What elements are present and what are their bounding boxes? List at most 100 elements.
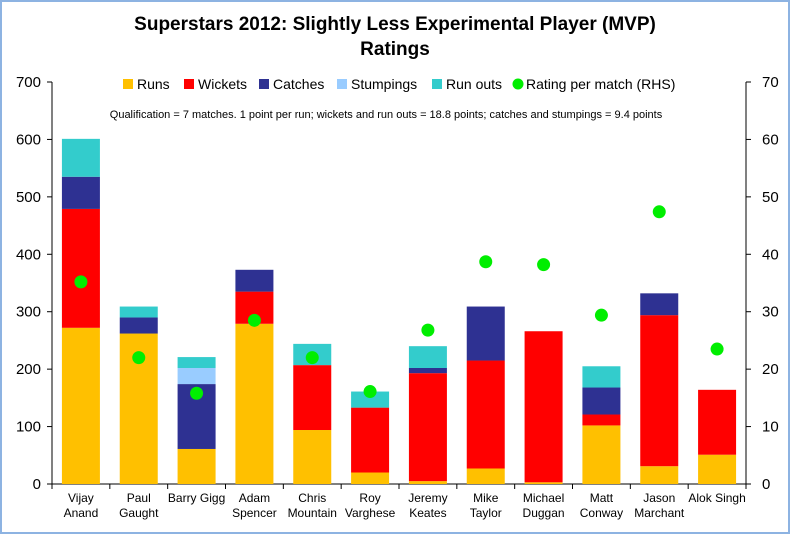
category-label: Michael — [523, 491, 564, 505]
category-label: Keates — [409, 506, 446, 520]
legend-label: Stumpings — [351, 76, 417, 92]
bar-run-outs — [582, 366, 621, 388]
bar-wickets — [408, 373, 447, 482]
category-label: Taylor — [470, 506, 502, 520]
category-label: Mike — [473, 491, 499, 505]
legend-label: Rating per match (RHS) — [526, 76, 675, 92]
bar-runs — [524, 482, 563, 484]
category-label: Paul — [127, 491, 151, 505]
rating-point — [247, 313, 261, 327]
y-tick-label-right: 20 — [762, 361, 779, 378]
category-label: Chris — [298, 491, 326, 505]
category-label: Barry Gigg — [168, 491, 225, 505]
bar-run-outs — [351, 391, 390, 408]
bar-wickets — [698, 389, 737, 455]
rating-point — [652, 205, 666, 219]
bar-wickets — [351, 407, 390, 473]
category-label: Jason — [643, 491, 675, 505]
chart-title-line-2: Ratings — [360, 39, 430, 60]
bar-catches — [119, 317, 158, 334]
rating-point — [479, 255, 493, 269]
bar-runs — [408, 481, 447, 484]
category-label: Conway — [580, 506, 623, 520]
category-label: Alok Singh — [688, 491, 745, 505]
rating-point — [74, 275, 88, 289]
bar-wickets — [524, 331, 563, 483]
bar-runs — [466, 468, 505, 484]
legend-label: Wickets — [198, 76, 247, 92]
category-label: Marchant — [634, 506, 685, 520]
bar-runs — [698, 454, 737, 484]
bar-wickets — [640, 315, 679, 467]
bars — [61, 138, 737, 484]
bar-runs — [293, 430, 332, 484]
rating-points — [74, 205, 724, 400]
category-label: Gaught — [119, 506, 159, 520]
rating-point — [132, 351, 146, 365]
legend-swatch — [259, 79, 269, 89]
legend-swatch — [123, 79, 133, 89]
y-tick-label-left: 200 — [16, 361, 41, 378]
y-tick-label-right: 0 — [762, 476, 770, 493]
bar-stumpings — [177, 367, 216, 385]
rating-point — [363, 385, 377, 399]
rating-point — [421, 323, 435, 337]
bar-catches — [640, 293, 679, 316]
y-tick-label-left: 0 — [33, 476, 41, 493]
annotation-text: Qualification = 7 matches. 1 point per r… — [110, 109, 663, 121]
bar-runs — [640, 466, 679, 484]
legend-label: Run outs — [446, 76, 502, 92]
bar-wickets — [466, 360, 505, 469]
legend-label: Runs — [137, 76, 170, 92]
bar-catches — [61, 176, 100, 209]
bar-runs — [177, 448, 216, 484]
rating-point — [594, 308, 608, 322]
rating-point — [305, 351, 319, 365]
y-tick-label-right: 30 — [762, 304, 779, 321]
rating-point — [537, 258, 551, 272]
legend-label: Catches — [273, 76, 324, 92]
legend-swatch — [512, 78, 524, 90]
chart-title-line-1: Superstars 2012: Slightly Less Experimen… — [134, 14, 656, 35]
bar-wickets — [293, 365, 332, 431]
rating-point — [710, 342, 724, 356]
y-tick-label-right: 70 — [762, 74, 779, 91]
category-label: Matt — [590, 491, 614, 505]
y-tick-label-left: 700 — [16, 74, 41, 91]
y-tick-label-left: 600 — [16, 131, 41, 148]
bar-runs — [582, 425, 621, 484]
bar-runs — [351, 472, 390, 484]
legend-swatch — [432, 79, 442, 89]
y-tick-label-right: 50 — [762, 189, 779, 206]
category-label: Roy — [359, 491, 380, 505]
bar-run-outs — [61, 138, 100, 177]
y-tick-label-right: 40 — [762, 246, 779, 263]
category-label: Duggan — [523, 506, 565, 520]
category-label: Vijay — [68, 491, 94, 505]
y-tick-label-right: 10 — [762, 419, 779, 436]
category-label: Anand — [64, 506, 99, 520]
bar-run-outs — [408, 346, 447, 368]
bar-catches — [235, 269, 274, 292]
y-tick-label-left: 500 — [16, 189, 41, 206]
category-label: Adam — [239, 491, 270, 505]
y-tick-label-right: 60 — [762, 131, 779, 148]
y-tick-label-left: 400 — [16, 246, 41, 263]
bar-runs — [235, 323, 274, 484]
legend-swatch — [337, 79, 347, 89]
rating-point — [190, 386, 204, 400]
bar-catches — [582, 387, 621, 415]
y-tick-label-left: 300 — [16, 304, 41, 321]
category-label: Varghese — [345, 506, 396, 520]
category-label: Spencer — [232, 506, 277, 520]
legend: Runs Wickets Catches Stumpings Run outs Ratin… — [123, 76, 675, 92]
bar-catches — [466, 306, 505, 361]
bar-catches — [408, 367, 447, 374]
category-label: Mountain — [288, 506, 337, 520]
category-label: Jeremy — [408, 491, 447, 505]
y-tick-label-left: 100 — [16, 419, 41, 436]
bar-wickets — [61, 208, 100, 328]
